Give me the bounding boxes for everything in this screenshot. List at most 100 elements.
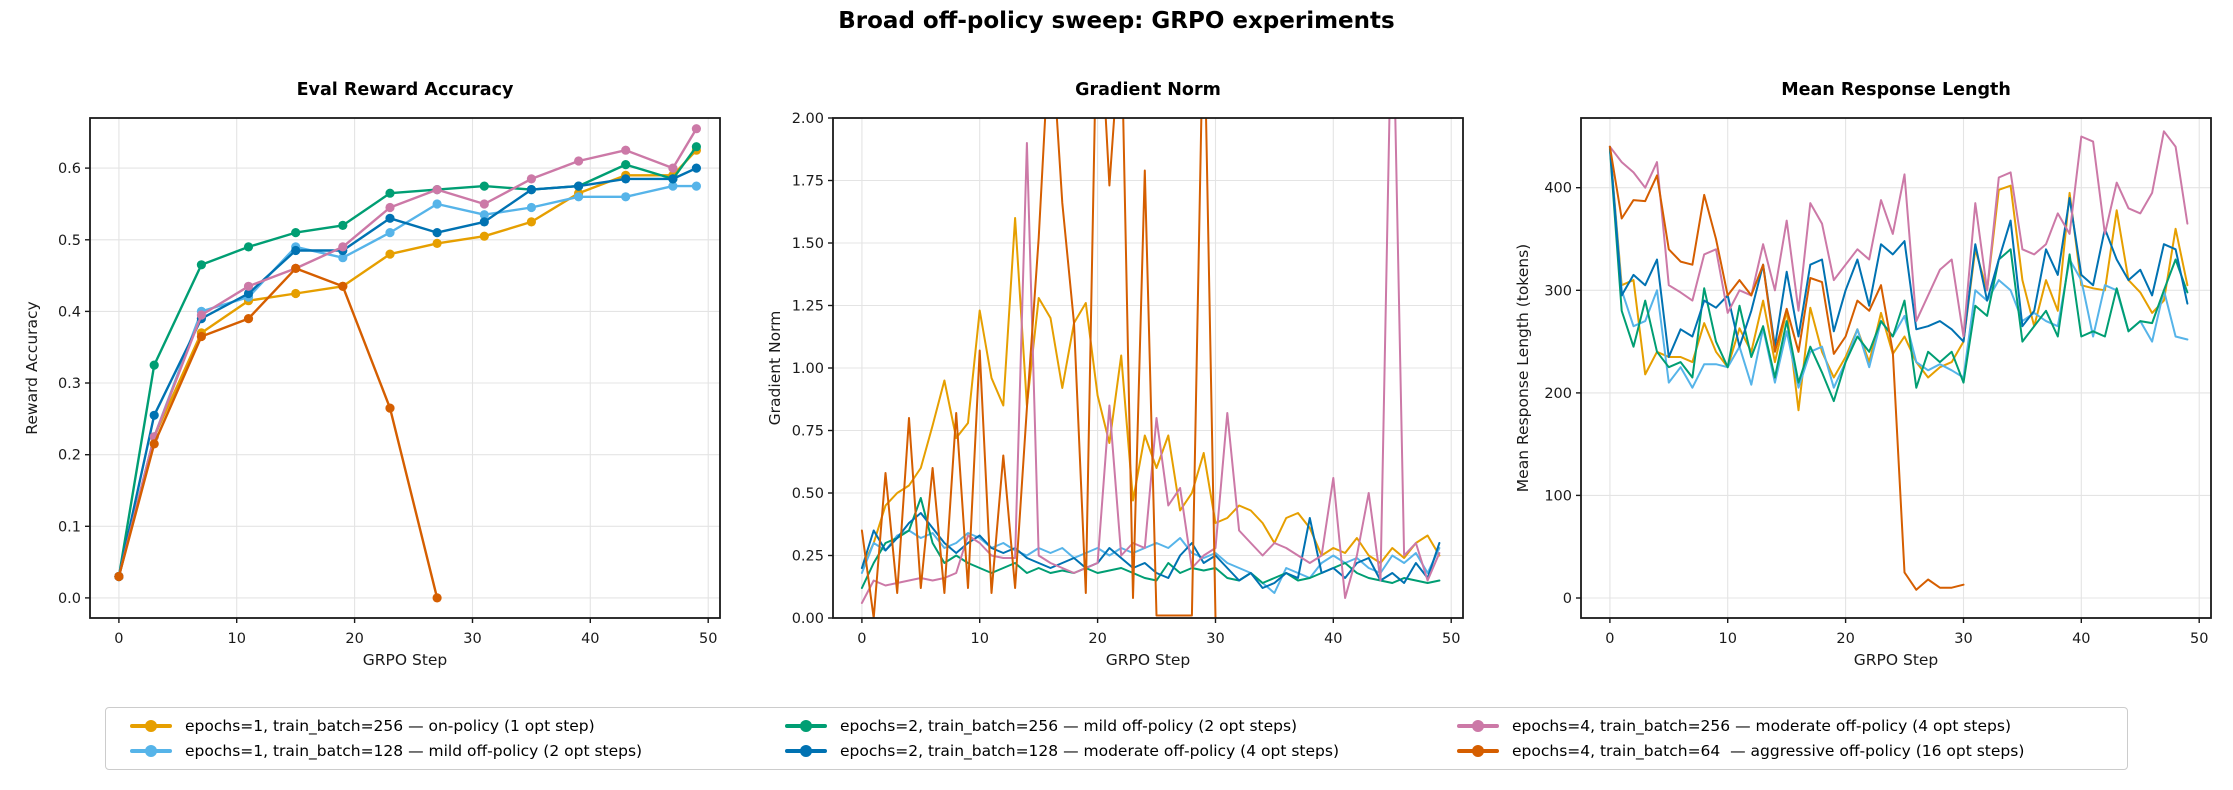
svg-text:1.75: 1.75	[792, 174, 824, 190]
svg-text:0.4: 0.4	[58, 304, 81, 320]
subplot-title: Gradient Norm	[1075, 80, 1221, 100]
series-marker	[243, 242, 254, 252]
svg-text:0.2: 0.2	[58, 448, 81, 464]
svg-text:40: 40	[1324, 631, 1342, 647]
legend-marker-dot	[800, 745, 812, 757]
series-marker	[432, 238, 442, 248]
series-marker	[291, 245, 301, 256]
series-marker	[621, 145, 631, 155]
series-line	[1608, 145, 2189, 412]
svg-text:40: 40	[581, 631, 599, 647]
series-marker	[385, 202, 395, 213]
series-marker	[243, 281, 254, 291]
series-marker	[479, 217, 489, 227]
legend-label: epochs=2, train_batch=256 — mild off-pol…	[840, 717, 1298, 735]
series-marker	[574, 192, 584, 202]
svg-text:0.0: 0.0	[58, 591, 81, 607]
series-marker	[338, 242, 348, 252]
svg-text:50: 50	[2190, 631, 2208, 647]
series-marker	[432, 228, 442, 238]
svg-text:10: 10	[1718, 631, 1736, 647]
series-marker	[668, 181, 678, 191]
series-line	[1608, 130, 2189, 338]
legend-line-marker	[1457, 719, 1499, 734]
series-line	[117, 184, 698, 578]
svg-text:0.6: 0.6	[58, 161, 81, 177]
svg-text:0: 0	[114, 631, 123, 647]
series-line	[117, 145, 698, 578]
svg-text:50: 50	[1442, 631, 1460, 647]
legend-label: epochs=2, train_batch=128 — moderate off…	[840, 742, 1339, 760]
legend-label: epochs=4, train_batch=64 — aggressive of…	[1512, 742, 2025, 760]
series-line	[1608, 145, 1965, 591]
series-marker	[668, 163, 678, 173]
figure-legend: epochs=1, train_batch=256 — on-policy (1…	[105, 707, 2128, 770]
series-marker	[385, 249, 395, 259]
legend-marker-dot	[800, 720, 812, 732]
series-marker	[574, 181, 584, 191]
legend-line-marker	[130, 719, 172, 734]
svg-text:10: 10	[970, 631, 988, 647]
line-chart-gradient-norm: 0 10 20 30 40 50 0.00 0.25 0.50 0.75 1.00 1.25 1.50 1…	[792, 111, 1464, 647]
subplot-eval-reward-accuracy: Eval Reward Accuracy Reward Accuracy 0 10…	[12, 80, 724, 700]
legend-item: epochs=2, train_batch=256 — mild off-pol…	[785, 717, 1457, 735]
x-axis-label: GRPO Step	[1853, 651, 1939, 669]
figure-suptitle: Broad off-policy sweep: GRPO experiments	[838, 8, 1395, 34]
svg-text:400: 400	[1544, 181, 1572, 197]
svg-text:0.5: 0.5	[58, 233, 81, 249]
series-line	[117, 127, 698, 578]
legend-item: epochs=4, train_batch=256 — moderate off…	[1457, 717, 2113, 735]
series-marker	[432, 185, 442, 195]
legend-item: epochs=1, train_batch=128 — mild off-pol…	[130, 742, 785, 760]
svg-text:100: 100	[1544, 488, 1572, 504]
series-line	[860, 529, 1441, 594]
series-marker	[621, 160, 631, 170]
svg-text:0.75: 0.75	[792, 424, 824, 440]
series-marker	[574, 156, 584, 166]
legend-marker-dot	[145, 745, 157, 757]
svg-text:40: 40	[2072, 631, 2090, 647]
svg-text:0: 0	[857, 631, 866, 647]
svg-text:0.25: 0.25	[792, 549, 824, 565]
svg-text:10: 10	[227, 631, 245, 647]
series-line	[860, 118, 1217, 618]
series-marker	[196, 310, 206, 320]
svg-text:20: 20	[1088, 631, 1106, 647]
series-marker	[338, 220, 348, 230]
legend-label: epochs=1, train_batch=128 — mild off-pol…	[185, 742, 643, 760]
series-marker	[621, 174, 631, 184]
series-marker	[196, 260, 206, 270]
svg-text:0.1: 0.1	[58, 519, 81, 535]
series-marker	[432, 593, 442, 603]
series-marker	[114, 571, 124, 582]
series-line	[860, 497, 1441, 589]
series-line	[1608, 145, 2189, 389]
series-marker	[196, 331, 206, 342]
legend-label: epochs=1, train_batch=256 — on-policy (1…	[185, 717, 595, 735]
svg-text:2.00: 2.00	[792, 111, 824, 127]
legend-item: epochs=1, train_batch=256 — on-policy (1…	[130, 717, 785, 735]
series-marker	[243, 314, 254, 324]
svg-text:0: 0	[1563, 591, 1572, 607]
legend-marker-dot	[1472, 720, 1484, 732]
series-marker	[385, 213, 395, 223]
svg-text:30: 30	[1954, 631, 1972, 647]
svg-text:200: 200	[1544, 386, 1572, 402]
series-marker	[526, 217, 537, 227]
series-marker	[149, 439, 159, 449]
legend-marker-dot	[1472, 745, 1484, 757]
svg-text:30: 30	[463, 631, 481, 647]
series-line	[1608, 147, 2189, 403]
legend-label: epochs=4, train_batch=256 — moderate off…	[1512, 717, 2011, 735]
legend-line-marker	[130, 744, 172, 759]
subplot-gradient-norm: Gradient Norm Gradient Norm 0 10 20 30 40 50 0…	[755, 80, 1467, 700]
svg-text:0.3: 0.3	[58, 376, 81, 392]
line-chart-mean-response-length: 0 10 20 30 40 50 0 100 200 300 400	[1544, 117, 2212, 647]
series-marker	[338, 281, 348, 291]
subplot-title: Eval Reward Accuracy	[296, 80, 514, 100]
series-marker	[526, 174, 537, 184]
series-marker	[338, 253, 348, 263]
svg-text:0: 0	[1605, 631, 1614, 647]
svg-text:20: 20	[345, 631, 363, 647]
series-marker	[385, 403, 395, 413]
